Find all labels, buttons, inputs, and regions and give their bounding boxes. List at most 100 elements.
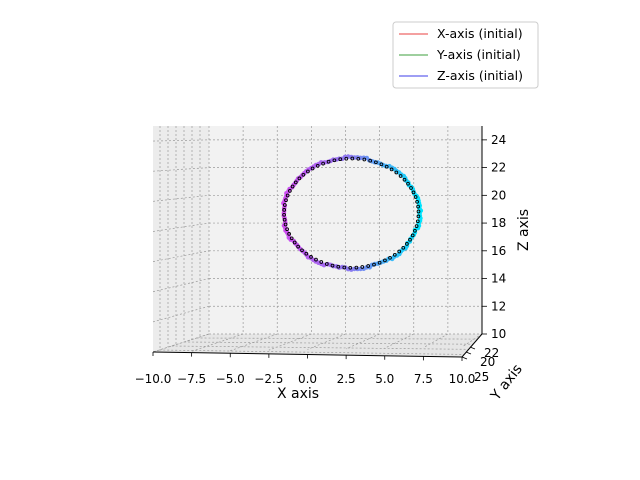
trajectory-marker [413, 195, 418, 199]
grid-line-floor [191, 333, 244, 352]
trajectory-marker [321, 161, 325, 166]
y-tick-label: 22 [484, 346, 499, 360]
trajectory-marker [411, 190, 416, 195]
trajectory-marker [398, 174, 403, 178]
z-tick-label: 16 [491, 244, 506, 258]
trajectory-marker [372, 262, 376, 267]
grid-line-floor-y [159, 349, 465, 355]
x-tick-label: −5.0 [216, 372, 245, 386]
trajectory-marker [289, 236, 294, 241]
pane-walls [153, 126, 482, 357]
grid-line-floor-y [196, 337, 478, 340]
trajectory-marker [283, 222, 288, 227]
trajectory-marker [416, 204, 420, 209]
trajectory-marker [406, 181, 410, 186]
trajectory-marker [296, 244, 300, 249]
z-tick-label: 10 [491, 327, 506, 341]
trajectory-marker [297, 176, 302, 181]
trajectory-marker [413, 228, 417, 233]
trajectory-point [322, 160, 328, 165]
trajectory-marker [389, 167, 394, 172]
z-tick-label: 14 [491, 272, 506, 286]
grid-line-floor [152, 333, 210, 353]
trajectory-marker [326, 159, 331, 164]
x-tick-label: 2.5 [337, 372, 356, 386]
trajectory-marker [383, 258, 387, 263]
grid-line-z-left [152, 139, 210, 142]
x-tick-label: 0.0 [298, 372, 317, 386]
y-tick-label: 25 [474, 370, 489, 384]
x-tick-label: 7.5 [414, 372, 433, 386]
trajectory-marker [401, 245, 406, 250]
trajectory [281, 154, 424, 272]
trajectory-marker [306, 169, 310, 174]
grid-line-z-left [152, 167, 210, 172]
trajectory-marker [410, 233, 415, 238]
trajectory-marker [415, 199, 419, 204]
trajectory-marker [388, 255, 392, 260]
x-tick-label: 5.0 [375, 372, 394, 386]
tick-labels: −10.0 −7.5 −5.0 −2.5 0.0 2.5 5.0 7.5 10.0 10 12 14 1… [135, 133, 507, 386]
trajectory-marker [356, 156, 361, 161]
trajectory-marker [374, 160, 378, 165]
trajectory-marker [344, 156, 349, 161]
trajectory-marker [315, 163, 320, 168]
trajectory-marker [405, 242, 409, 246]
trajectory-marker [285, 227, 289, 232]
trajectory-marker [409, 186, 413, 190]
legend: X-axis (initial) Y-axis (initial) Z-axis… [392, 21, 539, 89]
trajectory-marker [368, 158, 373, 163]
y-tick-label: 20 [480, 355, 495, 369]
trajectory-marker [402, 177, 407, 182]
trajectory-marker [292, 240, 297, 245]
y-tick-mark [465, 351, 472, 355]
trajectory-marker [330, 263, 335, 268]
trajectory-marker [293, 180, 298, 185]
trajectory-marker [336, 264, 341, 269]
trajectory-marker [282, 203, 287, 207]
y-tick-mark [461, 356, 468, 360]
trajectory-marker [287, 232, 291, 236]
trajectory-marker [377, 260, 382, 265]
trajectory-marker [392, 252, 397, 257]
z-tick-label: 12 [491, 299, 506, 313]
trajectory-marker [304, 251, 309, 256]
trajectory-marker [282, 217, 287, 222]
legend-label-z: Z-axis (initial) [437, 68, 523, 83]
trajectory-point [386, 256, 391, 262]
trajectory-marker [288, 189, 292, 193]
grid-line-floor [307, 333, 346, 350]
trajectory-marker [300, 248, 304, 253]
trajectory-marker [397, 249, 402, 254]
trajectory-marker [414, 224, 419, 228]
trajectory-marker [354, 265, 359, 270]
floor-pane [153, 334, 482, 357]
trajectory-marker [282, 208, 287, 212]
z-axis-title: Z axis [516, 209, 532, 251]
trajectory-marker [285, 193, 290, 198]
trajectory-marker [282, 212, 286, 217]
x-tick-label: 10.0 [449, 372, 476, 386]
x-tick-label: −7.5 [177, 372, 206, 386]
trajectory-marker [415, 219, 420, 224]
grid-line-z-left [152, 250, 210, 262]
trajectory-marker [338, 157, 343, 162]
trajectory-marker [319, 260, 324, 264]
grid-line-z-left [152, 194, 210, 202]
trajectory-marker [309, 255, 313, 259]
trajectory-marker [366, 264, 371, 268]
z-tick-label: 22 [491, 161, 506, 175]
trajectory-marker [394, 170, 399, 175]
trajectory-marker [362, 157, 367, 162]
trajectory-marker [348, 265, 353, 270]
x-tick-label: −10.0 [135, 372, 172, 386]
trajectory-marker [350, 156, 355, 161]
grid-line-floor-y [184, 341, 474, 345]
grid-line-z-left [152, 305, 210, 323]
trajectory-marker [416, 214, 421, 219]
grid-line-floor-y [171, 345, 469, 350]
trajectory-marker [290, 184, 295, 189]
trajectory-marker [284, 198, 288, 203]
y-axis-line [461, 333, 483, 358]
